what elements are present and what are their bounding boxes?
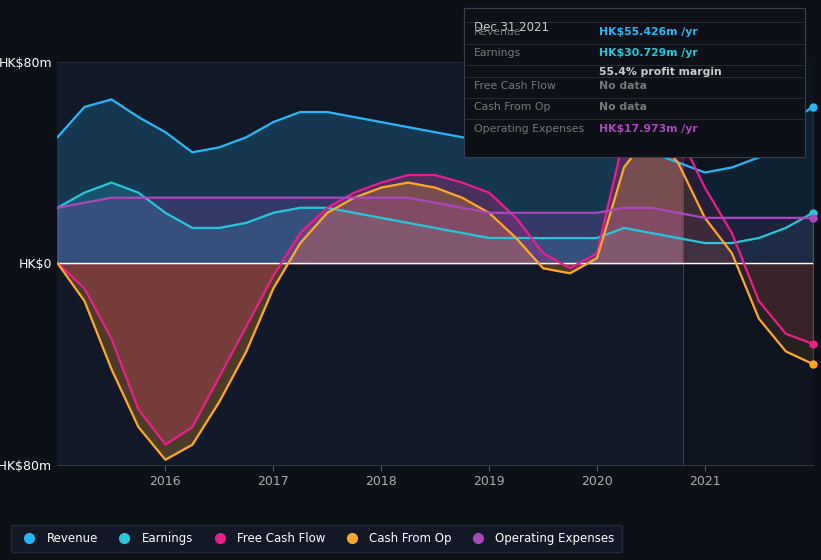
- Text: Earnings: Earnings: [474, 48, 521, 58]
- Text: HK$30.729m /yr: HK$30.729m /yr: [599, 48, 698, 58]
- Text: Free Cash Flow: Free Cash Flow: [474, 81, 556, 91]
- Text: No data: No data: [599, 102, 647, 113]
- Text: Operating Expenses: Operating Expenses: [474, 124, 584, 134]
- Text: Dec 31 2021: Dec 31 2021: [474, 21, 548, 34]
- Text: HK$17.973m /yr: HK$17.973m /yr: [599, 124, 698, 134]
- Legend: Revenue, Earnings, Free Cash Flow, Cash From Op, Operating Expenses: Revenue, Earnings, Free Cash Flow, Cash …: [11, 525, 621, 552]
- Text: HK$55.426m /yr: HK$55.426m /yr: [599, 27, 698, 37]
- Text: No data: No data: [599, 81, 647, 91]
- Text: Cash From Op: Cash From Op: [474, 102, 550, 113]
- Bar: [683, 62, 821, 465]
- Text: Revenue: Revenue: [474, 27, 521, 37]
- Text: 55.4% profit margin: 55.4% profit margin: [599, 67, 722, 77]
